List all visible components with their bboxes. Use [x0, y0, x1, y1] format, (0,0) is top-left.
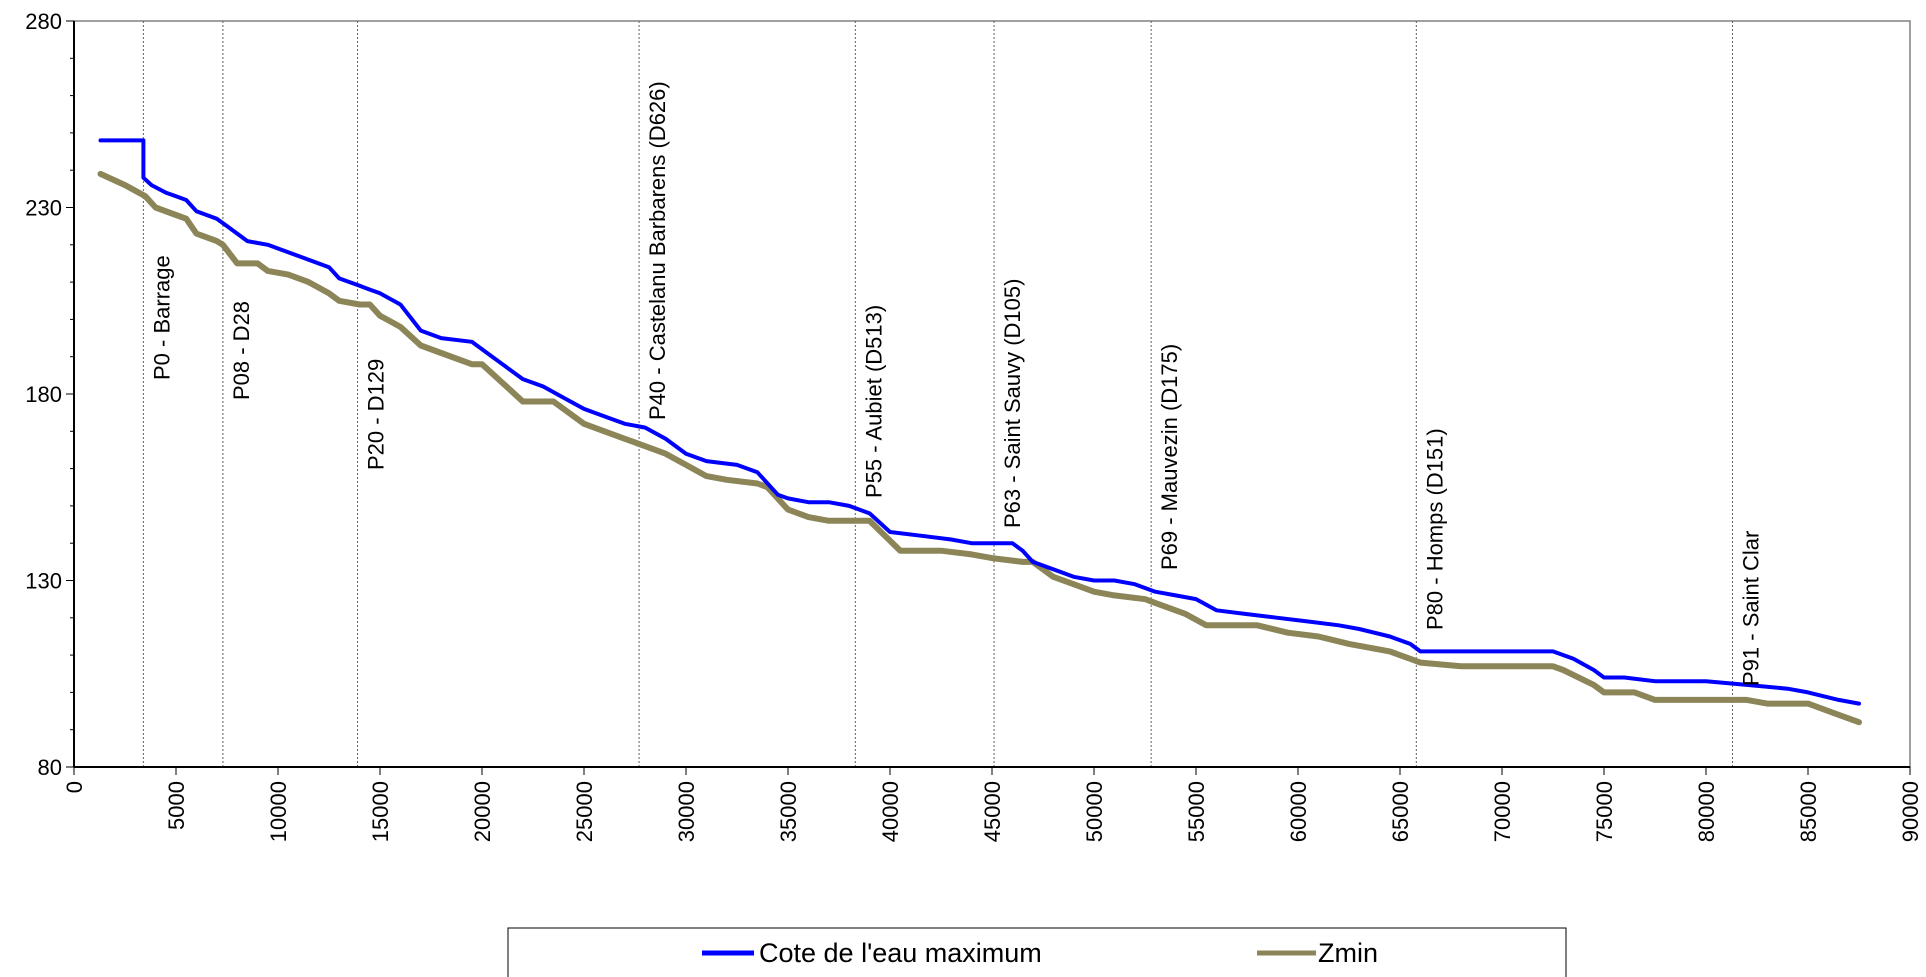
x-tick-label: 70000 — [1490, 781, 1515, 842]
y-tick-label: 130 — [25, 569, 62, 594]
x-tick-label: 75000 — [1592, 781, 1617, 842]
legend-label-max: Cote de l'eau maximum — [759, 938, 1042, 968]
reference-line-label: P80 - Homps (D151) — [1422, 428, 1447, 630]
reference-line-label: P20 - D129 — [364, 359, 389, 470]
x-tick-label: 35000 — [776, 781, 801, 842]
x-tick-label: 85000 — [1796, 781, 1821, 842]
reference-lines — [142, 21, 1734, 767]
reference-line-label: P91 - Saint Clar — [1739, 531, 1764, 686]
legend-label-zmin: Zmin — [1318, 938, 1378, 968]
x-tick-label: 15000 — [368, 781, 393, 842]
x-tick-label: 80000 — [1694, 781, 1719, 842]
x-tick-label: 45000 — [980, 781, 1005, 842]
y-tick-label: 230 — [25, 196, 62, 221]
x-tick-label: 10000 — [266, 781, 291, 842]
x-tick-label: 50000 — [1082, 781, 1107, 842]
y-tick-label: 280 — [25, 9, 62, 34]
x-tick-label: 60000 — [1286, 781, 1311, 842]
reference-line-label: P55 - Aubiet (D513) — [861, 305, 886, 498]
x-tick-label: 0 — [62, 781, 87, 793]
reference-line-label: P08 - D28 — [229, 301, 254, 400]
series-line-max — [98, 138, 1861, 706]
x-tick-label: 25000 — [572, 781, 597, 842]
series-line-zmin — [97, 170, 1862, 726]
x-tick-label: 20000 — [470, 781, 495, 842]
reference-labels: P0 - Barrage P08 - D28 P20 - D129 P40 - Cas… — [149, 81, 1763, 686]
plot-frame — [73, 20, 1911, 768]
axes: 80 130 180 230 280 0 5000 10000 15000 20000 25000 3… — [25, 9, 1923, 842]
x-tick-label: 30000 — [674, 781, 699, 842]
reference-line-label: P69 - Mauvezin (D175) — [1157, 344, 1182, 570]
y-tick-label: 80 — [38, 755, 62, 780]
series-layer — [97, 138, 1862, 726]
legend-box — [507, 927, 1567, 977]
legend: Cote de l'eau maximum Zmin — [507, 927, 1567, 977]
x-tick-label: 5000 — [164, 781, 189, 830]
reference-line-label: P40 - Castelanu Barbarens (D626) — [645, 81, 670, 420]
x-tick-label: 90000 — [1898, 781, 1923, 842]
y-tick-label: 180 — [25, 382, 62, 407]
x-tick-label: 65000 — [1388, 781, 1413, 842]
reference-line-label: P0 - Barrage — [149, 255, 174, 380]
x-tick-label: 55000 — [1184, 781, 1209, 842]
x-tick-label: 40000 — [878, 781, 903, 842]
reference-line-label: P63 - Saint Sauvy (D105) — [1000, 279, 1025, 528]
